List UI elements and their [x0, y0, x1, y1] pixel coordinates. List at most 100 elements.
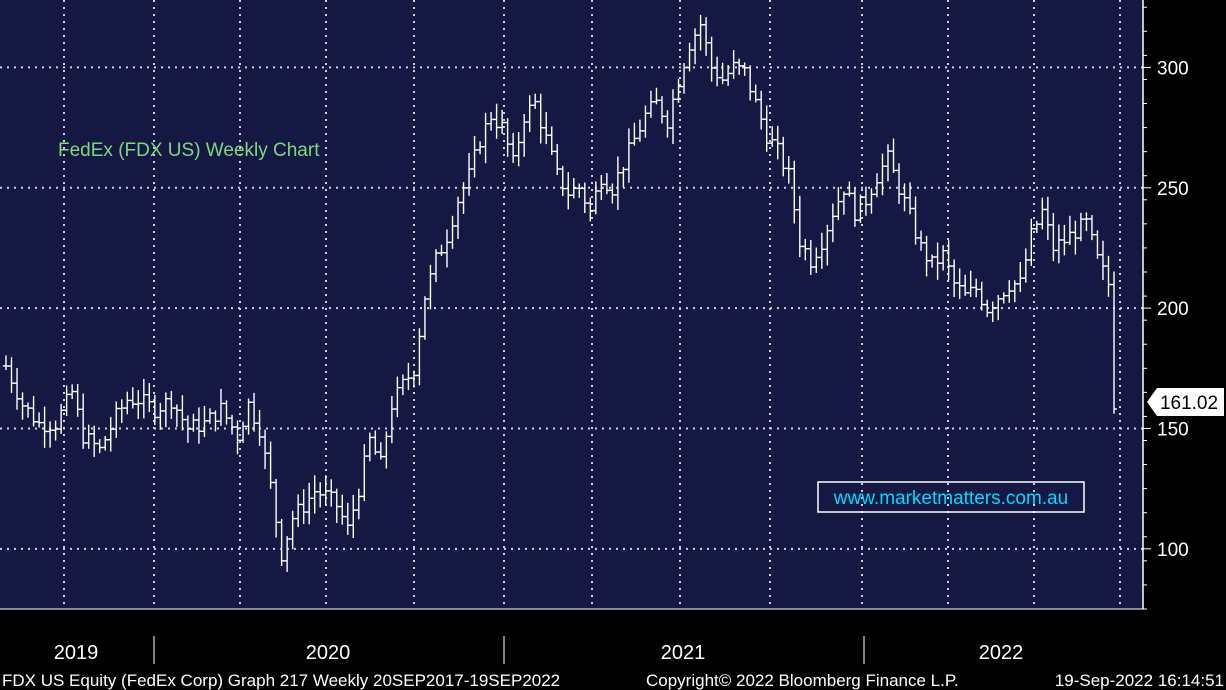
- price-bar: [923, 235, 930, 277]
- price-bar: [14, 368, 21, 410]
- price-bar: [80, 393, 87, 449]
- price-bar: [774, 125, 781, 160]
- price-bar: [758, 90, 765, 130]
- price-bar: [686, 42, 693, 72]
- price-bar: [432, 249, 439, 283]
- price-bar: [284, 536, 291, 572]
- price-bar: [868, 188, 875, 214]
- price-bar: [625, 128, 632, 183]
- price-bar: [146, 383, 153, 413]
- price-bar: [8, 357, 15, 393]
- price-bar: [548, 126, 555, 156]
- footer-center: Copyright© 2022 Bloomberg Finance L.P.: [646, 671, 959, 690]
- price-bar: [41, 406, 48, 448]
- y-tick-label: 250: [1157, 179, 1189, 200]
- price-bar: [818, 232, 825, 269]
- price-bar: [780, 136, 787, 177]
- price-bar: [1028, 218, 1035, 266]
- price-bar: [438, 244, 445, 256]
- price-bar: [681, 63, 688, 94]
- price-bar: [151, 394, 158, 426]
- price-bar: [862, 186, 869, 216]
- price-bar: [201, 405, 208, 437]
- price-bar: [526, 95, 533, 133]
- price-bar: [620, 167, 627, 188]
- price-bar: [256, 409, 263, 446]
- price-bar: [521, 114, 528, 157]
- price-bar: [157, 402, 164, 430]
- price-bar: [940, 245, 947, 271]
- price-bar: [763, 105, 770, 152]
- price-bar: [1055, 224, 1062, 264]
- price-bar: [267, 441, 274, 489]
- price-bar: [554, 143, 561, 175]
- chart-title: FedEx (FDX US) Weekly Chart: [58, 140, 320, 161]
- footer-right: 19-Sep-2022 16:14:51: [1055, 671, 1224, 690]
- price-bar: [344, 502, 351, 535]
- price-bar: [25, 402, 32, 418]
- price-bar: [383, 431, 390, 469]
- price-bar: [443, 229, 450, 268]
- price-bar: [388, 395, 395, 444]
- price-bar: [1033, 220, 1040, 234]
- price-bar: [1039, 197, 1046, 230]
- price-bar: [592, 181, 599, 215]
- price-bar: [482, 112, 489, 164]
- price-bar: [102, 436, 109, 451]
- price-bar: [664, 110, 671, 138]
- price-bar: [896, 163, 903, 204]
- y-tick-label: 100: [1157, 540, 1189, 561]
- price-bar: [609, 183, 616, 204]
- price-bar: [515, 132, 522, 167]
- price-bar: [631, 122, 638, 146]
- price-bar: [416, 328, 423, 386]
- price-bar: [52, 420, 59, 441]
- price-bar: [719, 62, 726, 85]
- price-bar: [747, 65, 754, 101]
- price-bar: [598, 174, 605, 201]
- watermark-box: www.marketmatters.com.au: [817, 481, 1085, 513]
- price-bar: [278, 518, 285, 566]
- price-bar: [168, 391, 175, 419]
- price-bar: [162, 392, 169, 428]
- price-bar: [978, 281, 985, 311]
- price-bar: [488, 111, 495, 131]
- price-bar: [708, 36, 715, 82]
- price-bar: [96, 439, 103, 454]
- price-bar: [493, 103, 500, 139]
- price-bar: [1111, 271, 1117, 414]
- price-bar: [912, 196, 919, 245]
- price-bar: [3, 355, 9, 371]
- price-bar: [725, 65, 732, 86]
- price-bar: [449, 215, 456, 249]
- last-price-value: 161.02: [1160, 393, 1218, 414]
- price-bar: [510, 132, 517, 163]
- y-axis-area: [1143, 0, 1226, 609]
- price-bar: [703, 17, 710, 56]
- price-bar: [835, 187, 842, 221]
- price-bar: [1061, 224, 1068, 256]
- price-bar: [262, 429, 269, 470]
- price-bar: [421, 296, 428, 340]
- price-bar: [813, 247, 820, 273]
- price-bar: [350, 494, 357, 539]
- price-bar: [212, 410, 219, 432]
- price-bar: [339, 494, 346, 525]
- price-bar: [504, 118, 511, 157]
- price-bar: [576, 183, 583, 198]
- price-bar: [543, 112, 550, 145]
- price-bar: [1022, 248, 1029, 283]
- watermark-text: www.marketmatters.com.au: [833, 488, 1068, 509]
- price-bar: [195, 407, 202, 444]
- price-bar: [642, 105, 649, 138]
- price-bar: [752, 84, 759, 103]
- price-bar: [1094, 230, 1101, 259]
- price-bar: [399, 374, 406, 396]
- price-bar: [934, 242, 941, 280]
- price-bar: [471, 135, 478, 178]
- price-bar: [559, 165, 566, 197]
- price-bar: [890, 138, 897, 174]
- price-bar: [973, 278, 980, 298]
- price-bar: [840, 191, 847, 215]
